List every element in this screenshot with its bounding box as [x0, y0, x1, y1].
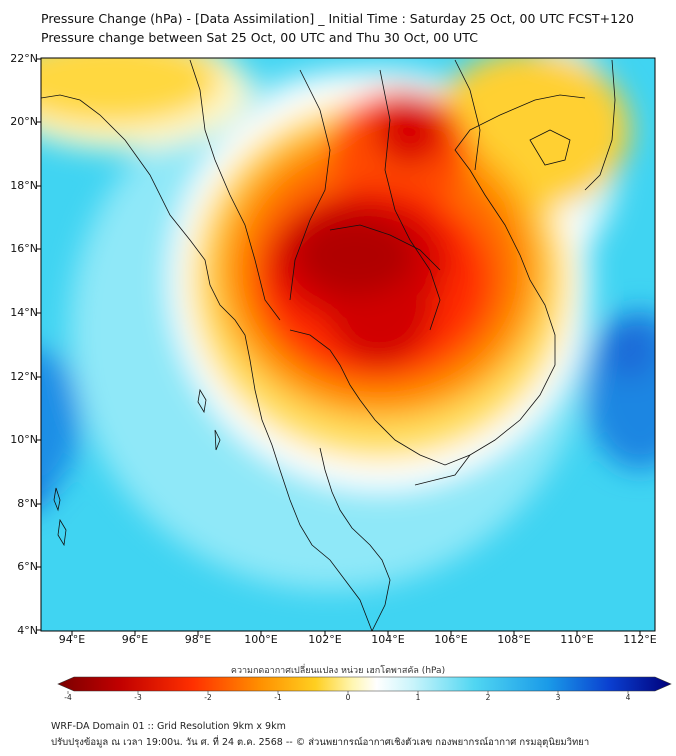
colorbar-tick: -1 [274, 693, 282, 702]
lat-label: 20°N [10, 115, 38, 128]
colorbar-tick: -3 [134, 693, 142, 702]
pressure-field [41, 58, 655, 631]
colorbar-tick: 2 [485, 693, 491, 702]
colorbar-title: ความกดอากาศเปลี่ยนแปลง หน่วย เฮกโตพาสคัล… [230, 666, 446, 676]
lat-label: 6°N [17, 560, 38, 573]
lon-label: 100°E [244, 633, 278, 646]
lat-label: 8°N [17, 497, 38, 510]
plot-frame [36, 57, 656, 636]
lon-label: 94°E [58, 633, 86, 646]
colorbar-tick: 3 [555, 693, 561, 702]
colorbar-tick: 0 [345, 693, 351, 702]
map-subtitle: Pressure change between Sat 25 Oct, 00 U… [41, 30, 478, 45]
lat-label: 18°N [10, 179, 38, 192]
coastlines [41, 59, 616, 631]
lon-label: 110°E [560, 633, 594, 646]
lon-label: 96°E [121, 633, 149, 646]
lon-label: 104°E [371, 633, 405, 646]
colorbar [57, 676, 672, 694]
colorbar-tick: 4 [625, 693, 631, 702]
map-title: Pressure Change (hPa) - [Data Assimilati… [41, 11, 634, 26]
lon-label: 98°E [184, 633, 212, 646]
colorbar-tick: 1 [415, 693, 421, 702]
colorbar-tick: -4 [64, 693, 72, 702]
lon-label: 106°E [434, 633, 468, 646]
lon-label: 102°E [308, 633, 342, 646]
lat-label: 16°N [10, 242, 38, 255]
lat-label: 14°N [10, 306, 38, 319]
colorbar-tick: -2 [204, 693, 212, 702]
footer-model-info: WRF-DA Domain 01 :: Grid Resolution 9km … [51, 721, 286, 732]
lon-label: 112°E [623, 633, 657, 646]
lat-label: 22°N [10, 52, 38, 65]
footer-credit: ปรับปรุงข้อมูล ณ เวลา 19:00น. วัน ศ. ที่… [51, 737, 590, 748]
lat-label: 12°N [10, 370, 38, 383]
lat-label: 10°N [10, 433, 38, 446]
lon-label: 108°E [497, 633, 531, 646]
lat-label: 4°N [17, 624, 38, 637]
